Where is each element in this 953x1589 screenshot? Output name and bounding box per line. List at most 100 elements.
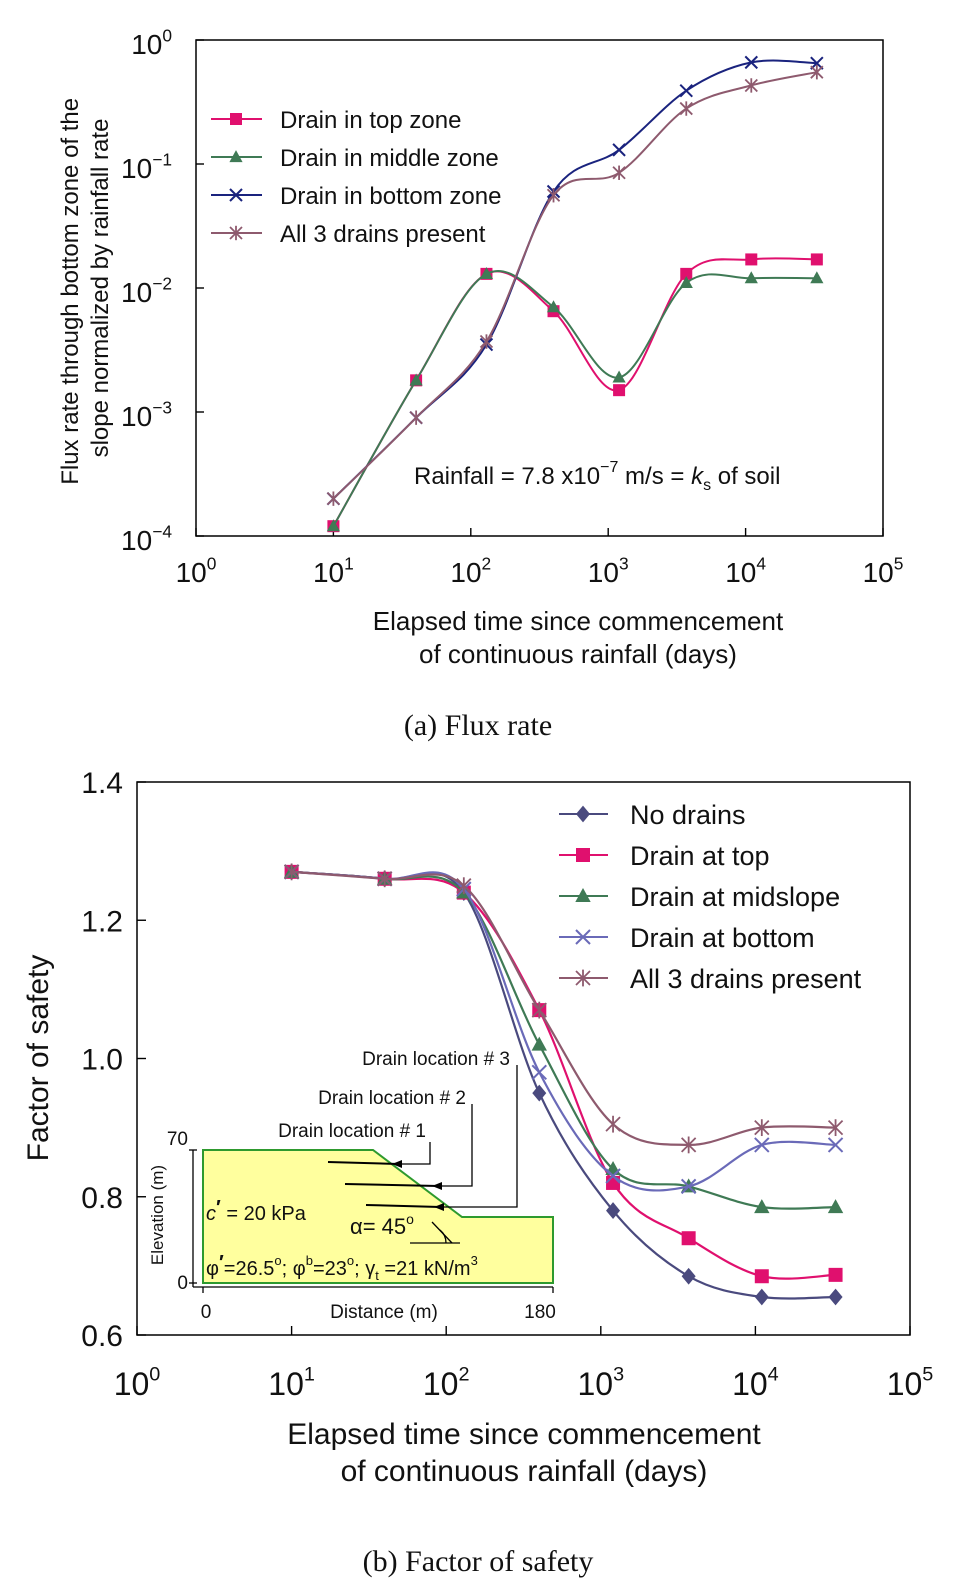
data-point-b <box>681 1231 696 1246</box>
phi-symbol: φ <box>206 1258 219 1280</box>
data-point-b <box>828 1288 843 1306</box>
legend-label-b: All 3 drains present <box>630 964 862 994</box>
x-tick-label-b: 101 <box>268 1364 315 1402</box>
legend-label-b: Drain at midslope <box>630 882 840 912</box>
data-point-a <box>679 275 693 288</box>
y-tick-label-b: 1.4 <box>81 767 123 800</box>
data-point-a <box>409 373 423 386</box>
drain-3-marker <box>365 1065 518 1211</box>
data-point-b <box>681 1136 697 1154</box>
data-point-b <box>754 1119 770 1137</box>
drain-location-2-label: Drain location # 2 <box>318 1088 466 1109</box>
data-point-b <box>605 1168 621 1184</box>
cohesion-label: c′ = 20 kPa <box>206 1197 307 1225</box>
x-axis-label-b-line2: of continuous rainfall (days) <box>341 1455 708 1488</box>
rainfall-annotation: Rainfall = 7.8 x10−7 m/s = ks of soil <box>414 459 780 494</box>
angle-degree: o <box>406 1211 414 1227</box>
data-point-a <box>479 266 494 279</box>
data-point-b <box>827 1199 844 1214</box>
legend-marker-b <box>575 969 591 987</box>
phi-degree: o <box>274 1253 281 1268</box>
y-axis-label-b: Factor of safety <box>22 955 55 1162</box>
x-tick-label-a: 100 <box>176 553 217 588</box>
data-point-a <box>810 271 824 284</box>
data-point-b <box>827 1137 844 1153</box>
data-point-b <box>754 1288 769 1306</box>
drain-2-marker <box>344 1104 473 1190</box>
rainfall-annotation-ksub: s <box>703 477 711 494</box>
data-point-b <box>531 1036 547 1051</box>
y-tick-label-b: 0.8 <box>81 1182 123 1215</box>
cohesion-value: = 20 kPa <box>221 1203 307 1225</box>
data-point-b <box>680 1178 697 1195</box>
data-point-a <box>546 300 561 313</box>
rainfall-annotation-pre: Rainfall = 7.8 x10 <box>414 463 600 490</box>
legend-marker-b <box>575 929 591 945</box>
cohesion-prime: ′ <box>216 1197 221 1219</box>
x-tick-label-a: 104 <box>725 553 766 588</box>
series-b <box>283 863 844 1306</box>
drain-location-1-label: Drain location # 1 <box>278 1121 426 1142</box>
data-point-b <box>377 870 393 888</box>
series-line-b-4 <box>291 870 836 1192</box>
data-point-b <box>531 1064 547 1081</box>
gamma-subscript: t <box>375 1268 379 1283</box>
legend-marker-b <box>576 848 590 862</box>
y-axis-ticks-a: 10−4 10−3 10−2 10−1 100 <box>121 25 204 556</box>
data-point-a <box>745 253 758 266</box>
y-axis-label-a-line2: slope normalized by rainfall rate <box>87 119 114 458</box>
legend-label-a: All 3 drains present <box>280 221 486 248</box>
gamma-symbol: ; γ <box>354 1258 375 1280</box>
legend-label-a: Drain in middle zone <box>280 145 499 172</box>
x-axis-ticks-a: 100 101 102 103 104 105 <box>176 528 903 588</box>
data-point-b <box>283 863 300 881</box>
data-point-a <box>810 64 824 80</box>
rainfall-annotation-k: k <box>691 463 705 490</box>
data-point-a <box>613 384 626 397</box>
x-tick-label-a: 102 <box>450 553 491 588</box>
series-line-a-4 <box>332 71 817 500</box>
data-point-b <box>828 1267 843 1282</box>
legend-marker-a <box>229 150 243 163</box>
rainfall-annotation-mid: m/s = <box>618 463 691 490</box>
data-point-b <box>606 1202 621 1219</box>
data-point-a <box>744 271 758 284</box>
y-tick-label-b: 1.2 <box>81 905 123 938</box>
phi-prime: ′ <box>219 1252 224 1274</box>
legend-label-b: Drain at top <box>630 841 770 871</box>
legend-marker-a <box>229 188 243 202</box>
inset-x-tick-label-0: 0 <box>201 1302 212 1323</box>
x-axis-label-a-line1: Elapsed time since commencement <box>373 606 784 636</box>
drain-1-marker <box>327 1142 431 1168</box>
data-point-a <box>409 410 423 425</box>
legend-label-b: No drains <box>630 800 746 830</box>
x-axis-label-a-line2: of continuous rainfall (days) <box>419 639 737 669</box>
legend-a: Drain in top zone Drain in middle zone Dra… <box>211 107 501 248</box>
legend-b: No drains Drain at top Drain at midslope Dr… <box>559 800 862 994</box>
data-point-a <box>679 101 693 116</box>
x-tick-label-a: 103 <box>588 553 629 588</box>
legend-marker-b <box>575 887 591 902</box>
y-tick-label-b: 0.6 <box>81 1320 123 1353</box>
slope-inset: Drain location # 1 Drain location # 2 Dr… <box>148 1049 556 1323</box>
x-tick-label-b: 104 <box>732 1364 779 1402</box>
data-point-a <box>546 188 561 203</box>
gamma-unit-exponent: 3 <box>471 1253 478 1268</box>
caption-a: (a) Flux rate <box>404 709 552 742</box>
data-point-b <box>456 877 472 895</box>
y-tick-label-b: 1.0 <box>81 1044 123 1077</box>
legend-marker-b <box>576 805 590 823</box>
inset-y-tick-label-70: 70 <box>167 1129 188 1150</box>
legend-label-a: Drain in bottom zone <box>280 183 501 210</box>
drain-location-3-label: Drain location # 3 <box>362 1049 510 1070</box>
data-point-b <box>754 1199 770 1214</box>
x-tick-label-b: 102 <box>423 1364 470 1402</box>
legend-label-b: Drain at bottom <box>630 923 815 953</box>
data-point-a <box>744 78 758 93</box>
y-tick-label-a: 10−4 <box>121 521 172 556</box>
soil-parameters-label: φ′=26.5o; φb=23o; γt =21 kN/m3 <box>206 1252 478 1283</box>
data-point-a <box>612 165 626 180</box>
data-point-a <box>479 334 494 349</box>
slope-profile <box>202 1149 554 1284</box>
